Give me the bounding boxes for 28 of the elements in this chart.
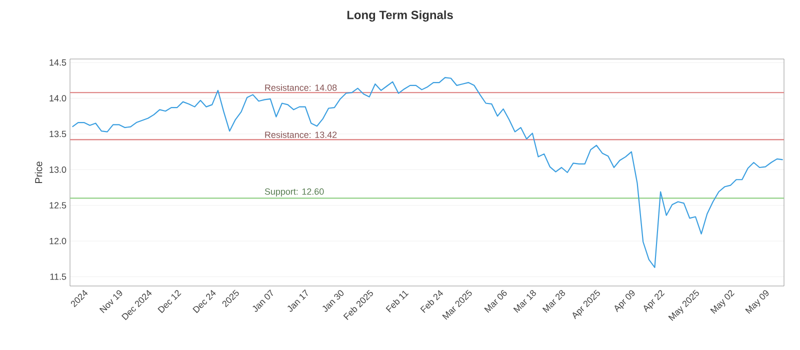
x-tick-label: Dec 12	[158, 290, 182, 314]
x-tick-label: Mar 06	[484, 290, 507, 313]
y-tick-label: 14.0	[50, 95, 66, 102]
x-tick-label: Feb 24	[420, 290, 444, 313]
x-tick-label: Jan 30	[322, 290, 344, 312]
ref-line-label: Support: 12.60	[264, 188, 324, 196]
x-tick-label: Mar 28	[542, 290, 566, 313]
x-tick-label: Jan 17	[288, 289, 308, 312]
x-tick-label: Nov 19	[99, 290, 122, 314]
y-tick-label: 14.5	[50, 59, 66, 66]
line-series	[72, 77, 784, 268]
y-tick-label: 11.5	[50, 274, 66, 280]
y-tick-label: 12.5	[50, 202, 66, 209]
y-tick-label: 12.0	[50, 238, 66, 244]
x-tick-label: Dec 24	[192, 290, 216, 314]
chart-title: Long Term Signals	[347, 10, 453, 22]
ref-line-label: Resistance: 14.08	[265, 84, 337, 91]
x-tick-label: Feb 11	[386, 290, 409, 312]
ref-line-label: Resistance: 13.42	[265, 131, 337, 138]
x-tick-label: Mar 18	[513, 290, 536, 313]
x-tick-label: May 09	[745, 290, 769, 314]
x-tick-label: Jan 07	[252, 290, 273, 312]
y-tick-label: 13.0	[50, 166, 66, 173]
y-tick-label: 13.5	[50, 130, 66, 138]
x-tick-label: Apr 09	[614, 290, 635, 312]
y-axis-title: Price	[34, 162, 42, 184]
x-tick-label: Apr 22	[644, 290, 665, 312]
x-tick-label: May 02	[710, 290, 735, 314]
